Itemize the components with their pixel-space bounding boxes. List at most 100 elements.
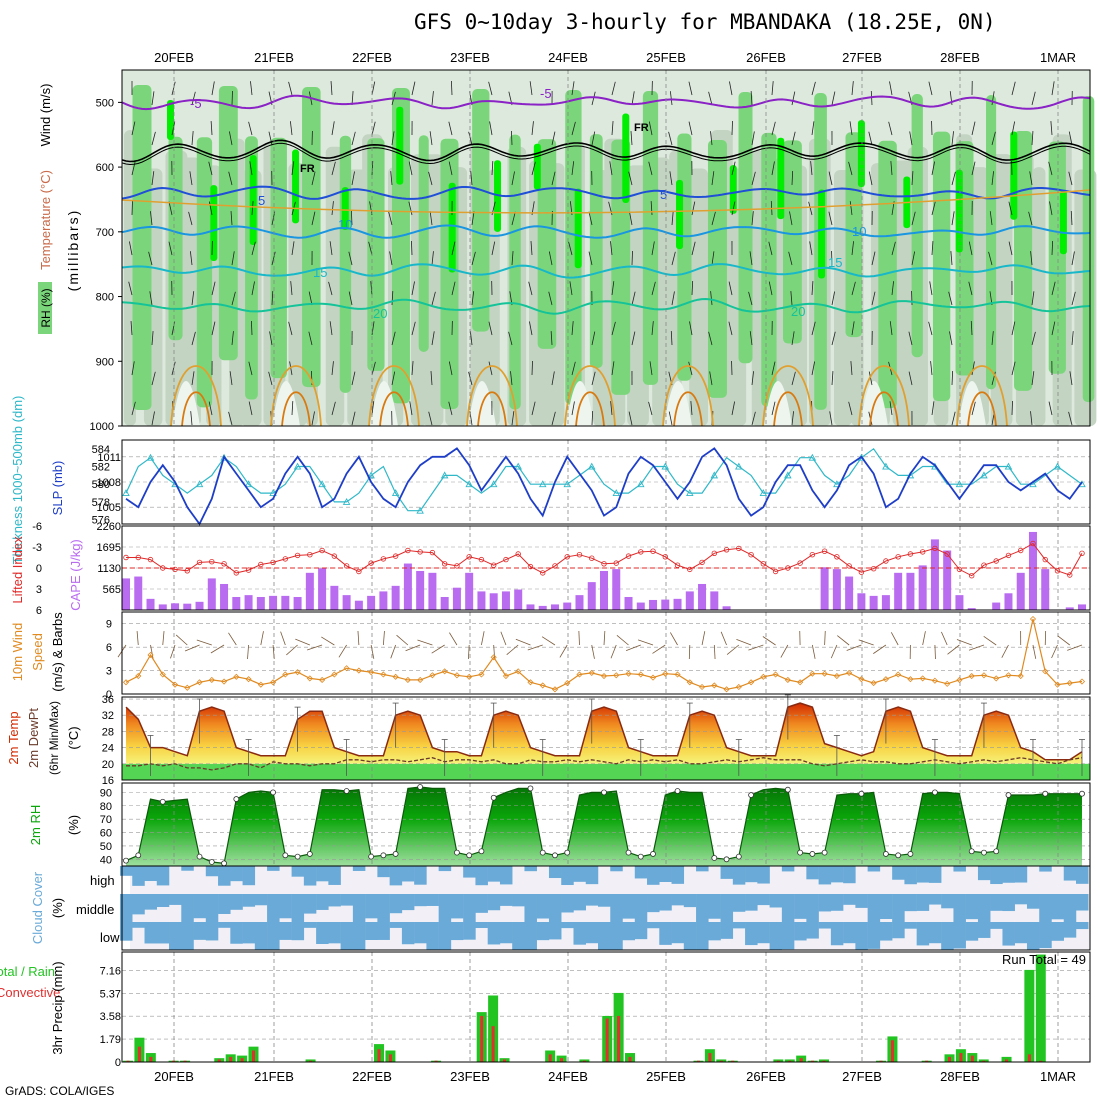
wind-barb: [1048, 401, 1053, 416]
wind-barb: [1028, 211, 1033, 226]
rh-band-wet: [339, 135, 352, 393]
cloud-cover-bar: [463, 866, 476, 878]
wind-barb: [908, 371, 913, 386]
wind-barb: [371, 121, 376, 136]
wind-barb: [849, 201, 853, 216]
y-axis-label-unit: (%): [50, 898, 65, 918]
cloud-cover-bar: [279, 922, 292, 940]
cloud-cover-bar: [524, 866, 537, 872]
cloud-row-label-middle: middle: [76, 902, 114, 917]
wind-barb: [1050, 121, 1053, 136]
wind-barb: [431, 91, 434, 106]
wind-speed-point: [686, 679, 693, 686]
cape-bar: [244, 595, 253, 610]
lifted-index-point: [466, 554, 472, 560]
y-axis-label-temp: 2m Temp: [6, 711, 21, 764]
wind-barb-10m: [272, 644, 275, 659]
cloud-cover-bar: [230, 894, 243, 910]
wind-barb: [651, 241, 655, 256]
y-tick-label-cape: 2260: [97, 521, 121, 533]
cape-bar: [477, 591, 486, 610]
wind-speed-point: [1054, 681, 1061, 688]
isotherm-30: [281, 391, 311, 427]
y-tick-label-slp: 1011: [97, 452, 121, 464]
isotherm-line: [121, 263, 1091, 279]
wind-barb: [831, 331, 836, 346]
cloud-cover-bar: [732, 922, 746, 929]
wind-barb: [648, 121, 653, 136]
wind-barb: [1048, 161, 1053, 176]
rh-point: [981, 849, 987, 856]
cloud-cover-bar: [389, 922, 403, 928]
thickness-point: [808, 453, 817, 461]
rh-point: [466, 852, 473, 859]
y-axis-label-slp: SLP (mb): [50, 461, 65, 516]
precip-convective-bar: [240, 1058, 244, 1062]
wind-barb: [968, 281, 973, 296]
wind-barb: [351, 411, 356, 426]
wind-barb-10m: [591, 644, 595, 659]
x-tick-label-top: 22FEB: [352, 50, 392, 65]
wind-barb: [971, 121, 976, 136]
wind-barb-10m: [431, 644, 445, 654]
wind-barb: [1031, 131, 1034, 146]
isotherm-label: 20: [791, 304, 805, 319]
cloud-cover-bar: [953, 866, 966, 872]
x-tick-label-top: 23FEB: [450, 50, 490, 65]
rh-band-wet: [707, 139, 727, 398]
cloud-cover-bar: [1076, 866, 1089, 884]
wind-barb: [911, 211, 916, 226]
cloud-cover-bar: [438, 866, 452, 872]
cloud-cover-bar: [855, 894, 868, 908]
wind-barb: [611, 281, 615, 296]
y-tick-label-li: 0: [36, 563, 42, 575]
cloud-cover-bar: [365, 922, 378, 940]
wind-barb: [531, 401, 536, 416]
slp-line: [125, 447, 1083, 526]
cape-bar: [465, 572, 474, 610]
wind-barb: [851, 241, 854, 256]
x-tick-label-bottom: 24FEB: [548, 1069, 588, 1084]
thickness-point: [784, 471, 792, 479]
isotherm-label: 15: [313, 265, 327, 280]
thickness-point: [587, 462, 596, 470]
wind-barb: [431, 251, 434, 266]
rh-band-wet: [132, 85, 152, 410]
wind-barb: [988, 251, 993, 266]
wind-speed-point: [282, 671, 289, 678]
wind-barb: [171, 361, 176, 376]
isotherm-label: 10: [852, 224, 866, 239]
cloud-cover-bar: [745, 866, 758, 883]
isotherm-line: [121, 185, 1091, 200]
wind-barb: [670, 331, 673, 346]
wind-barb: [731, 401, 736, 416]
cape-bar: [1041, 569, 1050, 610]
wind-barb: [688, 361, 693, 376]
lifted-index-point: [282, 556, 289, 562]
wind-speed-point: [674, 671, 681, 678]
cloud-cover-bar: [647, 922, 660, 929]
wind-speed-point: [588, 669, 595, 676]
wind-barb: [771, 121, 776, 136]
lifted-index-point: [968, 573, 975, 579]
y-tick-label: 60: [100, 828, 112, 840]
lifted-index-point: [1018, 547, 1024, 554]
cloud-cover-bar: [647, 894, 660, 913]
precip-convective-bar: [172, 1060, 176, 1062]
wind-barb-10m: [873, 644, 887, 654]
x-tick-label-bottom: 23FEB: [450, 1069, 490, 1084]
wind-barb: [189, 251, 193, 266]
cloud-cover-bar: [916, 922, 930, 946]
wind-speed-point: [735, 683, 742, 691]
wind-barb-10m: [405, 644, 421, 652]
cloud-cover-bar: [414, 894, 427, 907]
rh-point: [159, 798, 166, 805]
wind-barb: [671, 211, 674, 226]
y-tick-label-thickness: 580: [92, 479, 110, 491]
rh-point: [135, 852, 142, 859]
lifted-index-point: [331, 553, 338, 559]
wind-barb: [231, 291, 236, 306]
rh-point: [294, 853, 301, 860]
cloud-cover-bar: [279, 894, 292, 919]
lifted-index-point: [711, 550, 718, 556]
